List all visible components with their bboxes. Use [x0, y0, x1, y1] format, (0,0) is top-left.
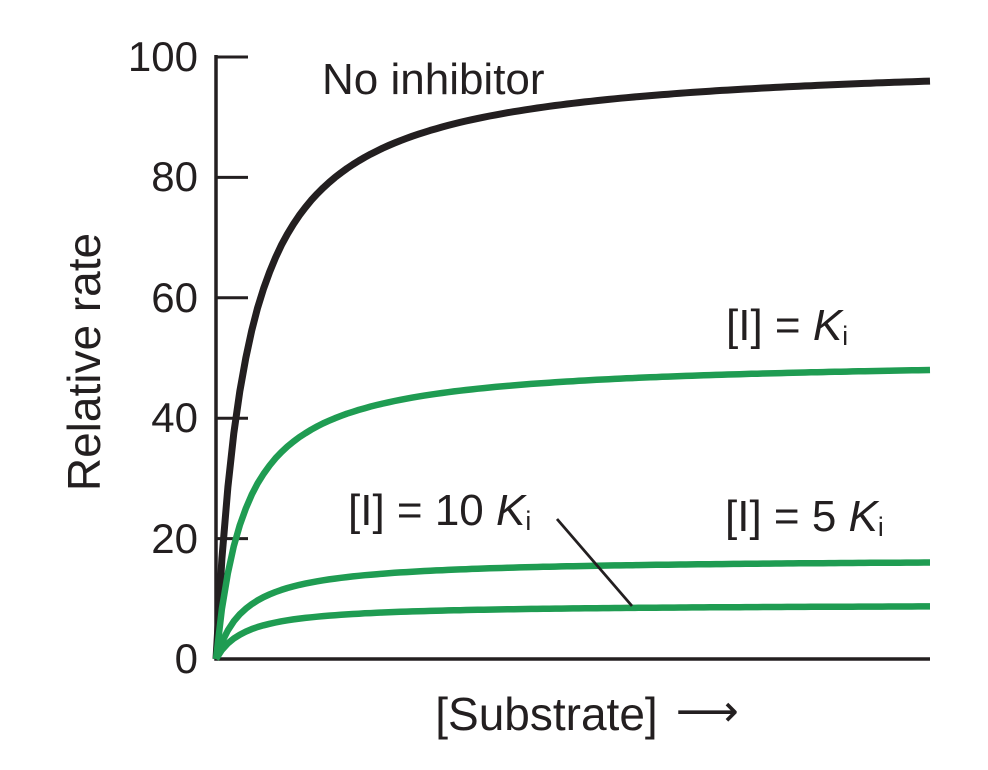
curve-label-no-inhibitor: No inhibitor	[322, 55, 545, 104]
y-tick-label: 60	[151, 273, 198, 321]
y-tick-label: 100	[127, 33, 198, 80]
ki-symbol: K	[812, 301, 843, 350]
y-tick-label: 80	[151, 153, 198, 201]
ki-subscript: i	[525, 505, 532, 536]
curve-label-5ki: [I] = 5 Ki	[725, 492, 884, 542]
ki-subscript: i	[877, 511, 884, 542]
right-arrow-icon: ⟶	[675, 687, 739, 736]
y-tick-label: 0	[174, 635, 198, 682]
y-axis-title: Relative rate	[58, 232, 110, 492]
x-axis-title: [Substrate] ⟶	[435, 687, 739, 740]
curve-no-inhibitor	[212, 77, 931, 660]
curve-inhibitor-5ki	[212, 559, 930, 661]
ki-subscript: i	[842, 320, 849, 351]
ki-symbol: K	[848, 492, 878, 541]
x-axis-label: [Substrate]	[435, 688, 658, 740]
curve-label-10ki: [I] = 10 Ki	[348, 486, 532, 536]
curve-label-ki: [I] = Ki	[726, 301, 849, 351]
curve-inhibitor-equals-ki	[212, 366, 931, 660]
leader-line-10ki	[555, 518, 634, 607]
label-text: [I] = 10	[348, 486, 496, 535]
label-text: [I] = 5	[725, 492, 849, 541]
curve-inhibitor-10ki	[213, 603, 930, 661]
y-tick-label: 40	[151, 394, 198, 442]
y-tick-label: 20	[151, 514, 198, 562]
ki-symbol: K	[495, 486, 526, 535]
label-text: [I] =	[726, 301, 813, 350]
